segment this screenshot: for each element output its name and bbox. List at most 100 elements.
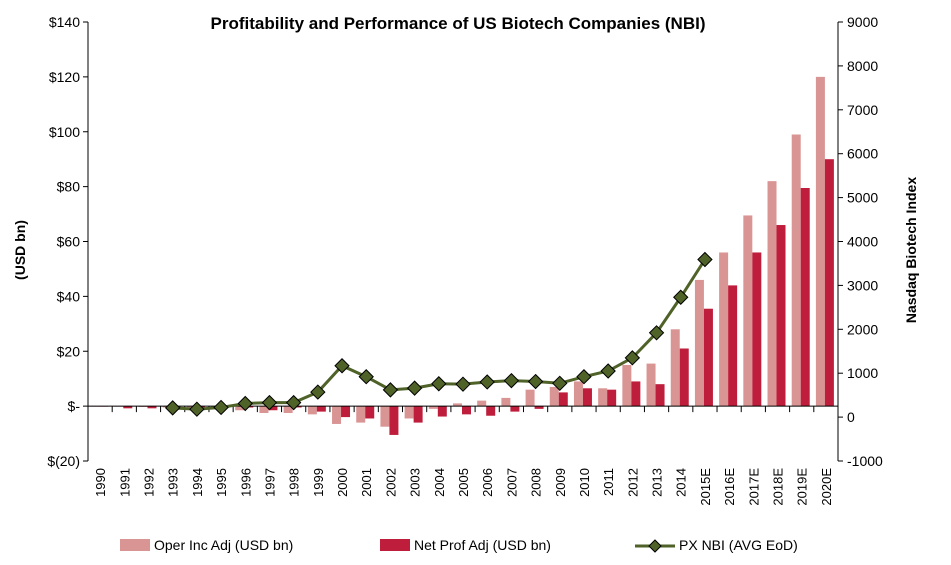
legend-marker-nbi xyxy=(648,539,662,553)
x-tick-label: 1996 xyxy=(238,468,253,497)
y-tick-label: $60 xyxy=(57,234,81,250)
x-tick-label: 2019E xyxy=(795,468,810,506)
nbi-marker xyxy=(261,394,278,411)
oper-inc-bar xyxy=(670,329,680,407)
x-tick-label: 2006 xyxy=(480,468,495,497)
x-tick-label: 2008 xyxy=(529,468,544,497)
legend-label-nbi: PX NBI (AVG EoD) xyxy=(679,537,798,553)
y2-tick-label: 0 xyxy=(847,409,855,425)
nbi-marker xyxy=(164,400,181,416)
nbi-marker xyxy=(334,358,350,374)
x-tick-label: 1999 xyxy=(311,468,326,497)
net-prof-bar xyxy=(752,252,762,407)
oper-inc-bar xyxy=(573,381,583,407)
y2-tick-label: 5000 xyxy=(847,190,878,206)
x-tick-label: 2001 xyxy=(359,468,374,497)
x-tick-label: 2018E xyxy=(771,468,786,506)
oper-inc-bar xyxy=(259,406,269,413)
x-tick-label: 2003 xyxy=(408,468,423,497)
oper-inc-bar xyxy=(719,252,729,407)
y-tick-label: $80 xyxy=(57,179,81,195)
oper-inc-bar xyxy=(815,76,825,407)
net-prof-bar xyxy=(558,392,568,407)
x-tick-label: 1995 xyxy=(214,468,229,497)
y2-tick-label: -1000 xyxy=(847,453,883,469)
net-prof-bar xyxy=(582,388,592,407)
y-axis-label: (USD bn) xyxy=(12,220,28,280)
net-prof-bar xyxy=(631,381,641,407)
nbi-marker xyxy=(673,289,689,305)
nbi-marker xyxy=(431,376,447,392)
oper-inc-bar xyxy=(477,400,487,407)
y2-axis-label: Nasdaq Biotech Index xyxy=(903,177,919,323)
oper-inc-bar xyxy=(283,406,293,413)
y2-tick-label: 1000 xyxy=(847,365,878,381)
x-tick-label: 2020E xyxy=(819,468,834,506)
y2-tick-label: 9000 xyxy=(847,14,878,30)
net-prof-bar xyxy=(510,406,520,412)
nbi-marker xyxy=(189,401,205,417)
net-prof-bar xyxy=(316,406,326,412)
x-tick-label: 2009 xyxy=(553,468,568,497)
x-tick-label: 2012 xyxy=(625,468,640,497)
oper-inc-bar xyxy=(598,388,608,407)
x-tick-label: 2014 xyxy=(674,468,689,497)
oper-inc-bar xyxy=(646,363,656,407)
net-prof-bar xyxy=(341,406,351,418)
nbi-marker xyxy=(600,363,616,379)
x-tick-label: 2002 xyxy=(383,468,398,497)
x-tick-label: 1994 xyxy=(190,468,205,497)
y2-tick-label: 2000 xyxy=(847,321,878,337)
y-tick-label: $40 xyxy=(57,288,81,304)
nbi-marker xyxy=(552,375,568,392)
x-tick-label: 2011 xyxy=(601,468,616,496)
net-prof-bar xyxy=(389,406,399,435)
nbi-marker xyxy=(406,380,423,396)
net-prof-bar xyxy=(486,406,496,416)
oper-inc-bar xyxy=(356,406,366,423)
x-tick-label: 2010 xyxy=(577,468,592,497)
legend-swatch-oper-inc xyxy=(120,539,150,551)
oper-inc-bar xyxy=(380,406,390,427)
net-prof-bar xyxy=(679,348,689,407)
net-prof-bar xyxy=(776,225,786,407)
legend-swatch-net-prof xyxy=(380,539,410,551)
net-prof-bar xyxy=(824,159,834,407)
nbi-marker xyxy=(503,372,520,389)
nbi-marker xyxy=(455,376,471,392)
net-prof-bar xyxy=(607,389,617,407)
y2-tick-label: 4000 xyxy=(847,234,878,250)
oper-inc-bar xyxy=(428,406,438,409)
x-tick-label: 2000 xyxy=(335,468,350,497)
x-tick-label: 2013 xyxy=(650,468,665,497)
nbi-marker xyxy=(285,394,302,411)
legend-label-oper-inc: Oper Inc Adj (USD bn) xyxy=(154,537,293,553)
x-tick-label: 2007 xyxy=(504,468,519,497)
x-tick-label: 2017E xyxy=(746,468,761,506)
oper-inc-bar xyxy=(307,406,317,415)
x-tick-label: 2004 xyxy=(432,468,447,497)
nbi-marker xyxy=(527,373,544,390)
legend-label-net-prof: Net Prof Adj (USD bn) xyxy=(414,537,551,553)
net-prof-bar xyxy=(123,406,133,409)
oper-inc-bar xyxy=(332,406,342,424)
y2-tick-label: 7000 xyxy=(847,102,878,118)
y2-tick-label: 3000 xyxy=(847,277,878,293)
oper-inc-bar xyxy=(549,386,559,407)
net-prof-bar xyxy=(703,308,713,407)
net-prof-bar xyxy=(413,406,423,423)
oper-inc-bar xyxy=(743,215,753,407)
y-tick-label: $120 xyxy=(49,69,80,85)
net-prof-bar xyxy=(365,406,375,419)
nbi-marker xyxy=(697,251,713,268)
y-tick-label: $140 xyxy=(49,14,80,30)
oper-inc-bar xyxy=(791,134,801,407)
nbi-marker xyxy=(358,369,374,385)
net-prof-bar xyxy=(147,406,157,409)
oper-inc-bar xyxy=(694,279,704,407)
nbi-marker xyxy=(382,382,399,398)
y-tick-label: $(20) xyxy=(47,453,80,469)
net-prof-bar xyxy=(728,285,738,407)
oper-inc-bar xyxy=(767,181,777,407)
